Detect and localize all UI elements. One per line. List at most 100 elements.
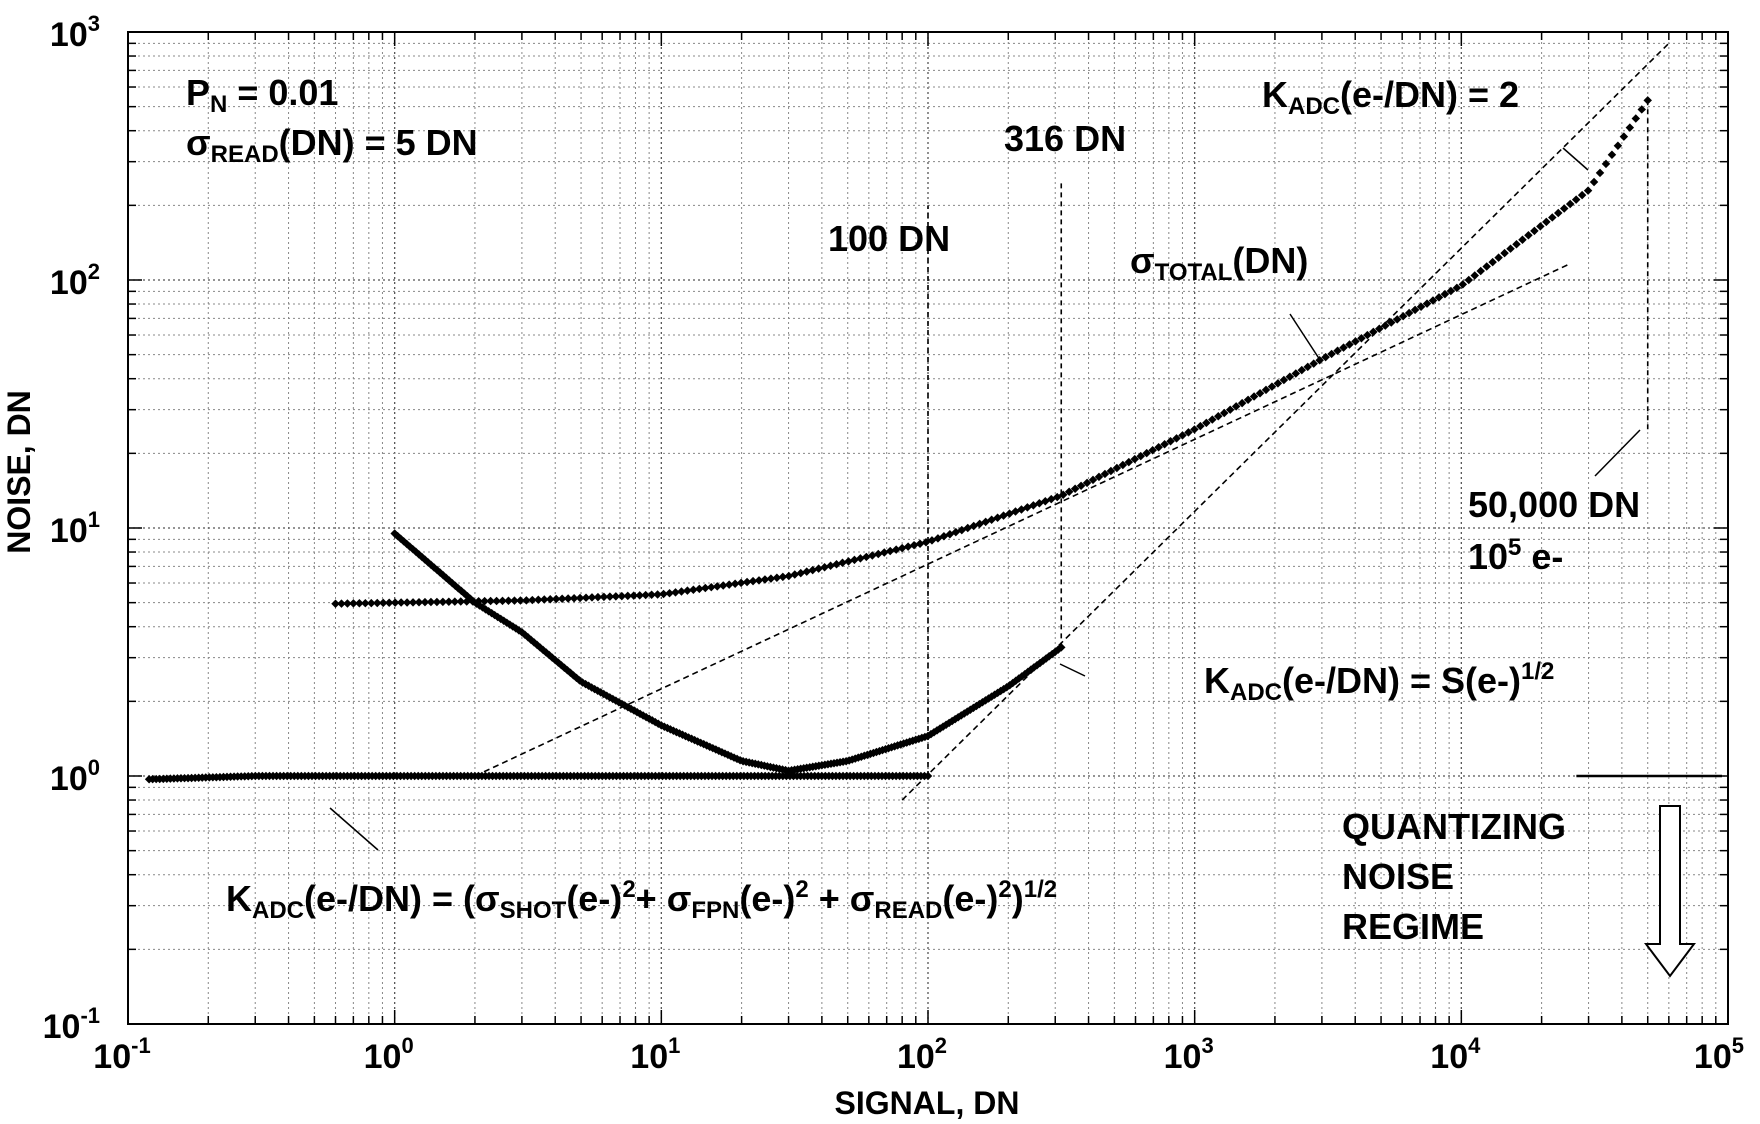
data-point xyxy=(349,599,358,608)
data-point xyxy=(390,598,400,607)
data-point xyxy=(1130,454,1140,464)
y-tick-label: 101 xyxy=(50,507,100,550)
data-point xyxy=(915,539,925,548)
data-point xyxy=(814,564,823,573)
data-point xyxy=(748,576,758,586)
data-point xyxy=(414,598,424,607)
data-point xyxy=(1554,208,1563,218)
data-point xyxy=(653,590,662,599)
data-point xyxy=(1285,372,1295,381)
data-point xyxy=(891,545,901,554)
data-point xyxy=(605,592,615,601)
down-arrow-shape xyxy=(1644,805,1696,978)
data-point xyxy=(1243,395,1253,405)
data-point xyxy=(504,596,513,605)
x-tick-label: 10-1 xyxy=(93,1033,150,1076)
data-point xyxy=(1482,262,1491,271)
data-point xyxy=(1548,213,1557,222)
annotation-kadc-2: KADC(e-/DN) = 2 xyxy=(1262,74,1520,120)
data-point xyxy=(880,548,889,557)
data-point xyxy=(1333,346,1342,356)
x-tick-label: 103 xyxy=(1164,1033,1214,1076)
data-point xyxy=(635,591,644,600)
data-point xyxy=(1315,356,1324,365)
data-point xyxy=(1428,296,1438,305)
data-point xyxy=(1392,315,1402,324)
x-tick-labels: 10-1 100 101 102 103 104 105 xyxy=(93,1033,1744,1076)
data-point xyxy=(1410,305,1420,315)
marker-lines xyxy=(927,100,1723,778)
data-point xyxy=(1279,375,1289,385)
data-point xyxy=(1267,382,1277,391)
data-point xyxy=(1214,412,1223,421)
data-point xyxy=(1166,437,1175,446)
data-point xyxy=(1500,248,1509,258)
data-point xyxy=(1524,231,1533,240)
data-point xyxy=(683,586,692,595)
data-point xyxy=(754,576,764,585)
data-point xyxy=(724,580,734,589)
x-tick-label: 102 xyxy=(897,1033,947,1076)
data-point xyxy=(1076,481,1086,491)
y-tick-label: 10-1 xyxy=(43,1003,100,1046)
data-point xyxy=(1112,463,1122,473)
data-point xyxy=(1309,359,1318,368)
data-point xyxy=(1057,643,1066,652)
y-tick-label: 103 xyxy=(50,11,100,54)
data-point xyxy=(1363,330,1372,340)
data-point xyxy=(1064,487,1074,496)
data-point xyxy=(1631,114,1641,123)
data-point xyxy=(528,595,537,605)
data-point xyxy=(1136,451,1145,461)
y-tick-labels: 10-1 100 101 102 103 xyxy=(43,11,100,1046)
data-point xyxy=(844,557,853,566)
data-point xyxy=(1345,340,1354,349)
data-point xyxy=(1589,177,1599,187)
data-point xyxy=(1202,418,1211,428)
data-point xyxy=(1100,469,1110,479)
data-point xyxy=(736,578,746,588)
data-point xyxy=(1327,349,1336,359)
data-point xyxy=(1208,415,1217,424)
data-point xyxy=(897,543,907,553)
data-point xyxy=(1058,490,1068,499)
x-tick-label: 101 xyxy=(630,1033,680,1076)
annotation-kadc-equation: KADC(e-/DN) = (σSHOT(e-)2+ σFPN(e-)2 + σ… xyxy=(226,876,1058,924)
data-point xyxy=(355,599,364,608)
data-point xyxy=(629,591,638,600)
data-point xyxy=(1476,266,1485,276)
annotation-quantizing-3: REGIME xyxy=(1342,906,1485,947)
data-point xyxy=(1375,324,1384,334)
data-point xyxy=(456,597,466,606)
data-point xyxy=(1321,352,1330,362)
data-point xyxy=(378,598,388,608)
data-point xyxy=(1494,253,1503,262)
data-point xyxy=(1160,440,1169,449)
data-point xyxy=(826,561,835,570)
data-point xyxy=(426,597,436,607)
data-point xyxy=(569,593,579,603)
data-point xyxy=(593,592,603,602)
data-point xyxy=(1387,318,1396,327)
data-point xyxy=(1607,150,1617,160)
data-point xyxy=(1142,448,1151,458)
data-point xyxy=(492,596,501,606)
data-point xyxy=(1273,379,1283,388)
data-point xyxy=(701,583,710,593)
data-point xyxy=(1452,283,1462,293)
data-point xyxy=(1595,168,1605,178)
data-point xyxy=(695,584,704,594)
annotation-10-5-electrons: 105 e- xyxy=(1468,534,1564,578)
reference-line xyxy=(474,264,1568,777)
data-point xyxy=(331,599,340,608)
x-tick-label: 105 xyxy=(1694,1033,1744,1076)
data-point xyxy=(1518,235,1527,245)
data-point xyxy=(581,593,591,602)
data-point xyxy=(1440,289,1450,299)
data-point xyxy=(551,594,561,604)
leader-line xyxy=(1562,147,1589,171)
y-tick-label: 100 xyxy=(50,755,100,798)
data-point xyxy=(808,565,817,575)
data-point xyxy=(1404,308,1414,318)
data-point xyxy=(647,590,656,600)
